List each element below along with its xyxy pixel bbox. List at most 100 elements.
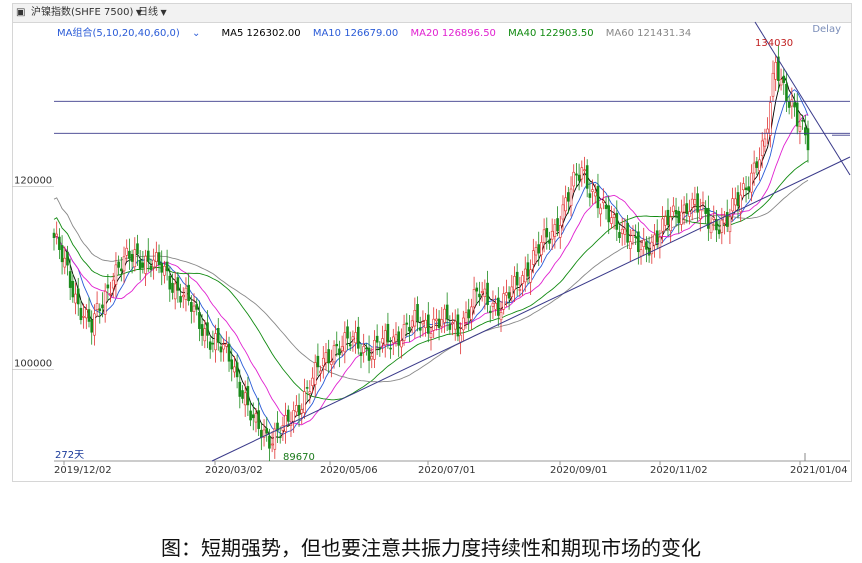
candle-body [359,352,363,356]
candle-body [540,242,543,256]
day-count-label: 272天 [55,450,84,461]
candle-body [521,275,524,284]
candle-body [284,414,287,432]
candle-body [593,192,597,197]
candle-body [303,391,306,413]
candle-body [747,186,751,191]
candle-body [402,324,406,341]
candle-body [548,239,551,244]
candle-body [338,348,341,356]
candle-body [478,293,481,298]
x-tick-label: 2019/12/02 [54,465,112,476]
candle-body [128,250,131,259]
candle-body [591,189,594,192]
candle-body [330,361,333,365]
candle-body [672,205,675,212]
candle-body [427,314,430,334]
candle-body [470,306,473,320]
candle-body [602,200,605,204]
candle-body [103,290,107,315]
candle-body [677,210,681,224]
candle-body [435,318,438,322]
candle-body [410,320,414,328]
candle-body [424,319,427,329]
candle-body [704,208,707,214]
candle-body [71,280,75,298]
candle-body [111,279,115,289]
candle-body [564,197,567,212]
candle-body [300,409,304,414]
candle-body [152,259,155,268]
candle-body [798,125,802,132]
candle-body [669,216,672,231]
candle-body [658,236,662,248]
candle-body [297,405,301,415]
candle-body [628,241,632,249]
candle-body [685,203,689,214]
candle-body [534,247,538,256]
candle-body [620,228,624,234]
candle-body [577,174,581,181]
candle-body [682,204,686,213]
candle-body [688,211,691,217]
candle-body [405,322,409,325]
candle-body [354,332,357,344]
candle-body [141,262,145,268]
candle-body [391,336,395,344]
candle-body [101,304,104,309]
candle-body [499,312,503,321]
candle-body [351,336,355,340]
chart-panel[interactable]: ▣ 沪镍指数(SHFE 7500) ▼ 日线 ▼ MA组合(5,10,20,40… [12,3,852,482]
candle-body [262,429,266,438]
ma-group-selector[interactable]: MA组合(5,10,20,40,60,0) ⌄ [57,28,209,39]
candle-body [286,409,290,422]
candle-body [510,286,514,298]
candle-body [198,312,201,329]
candle-body [607,205,611,223]
candle-body [225,343,228,347]
candle-body [93,313,96,336]
candle-body [211,342,215,345]
candle-body [383,330,387,346]
candle-body [270,443,274,446]
candle-body [346,326,349,339]
candle-body [440,319,444,327]
candle-body [90,319,93,333]
candle-body [432,318,435,331]
candle-body [106,284,110,289]
ma-group-label: MA组合(5,10,20,40,60,0) [57,28,180,39]
candle-body [122,256,126,272]
candle-body [750,172,753,193]
candle-body [763,138,767,147]
candle-body [507,292,511,299]
candle-body [365,347,368,350]
candle-body [173,283,177,300]
candle-body [95,303,99,310]
ma-legend: MA组合(5,10,20,40,60,0) ⌄ MA5 126302.00 MA… [57,24,700,39]
instrument-selector[interactable]: 沪镍指数(SHFE 7500) ▼ [31,4,142,22]
candle-body [462,317,465,331]
candle-body [190,302,193,312]
candle-body [556,218,559,232]
candle-body [680,211,683,225]
candle-body [642,239,646,247]
candle-body [321,357,325,367]
candle-body [529,269,532,283]
candle-body [268,435,271,449]
candle-body [596,186,600,209]
candle-body [367,347,371,361]
candle-body [109,292,112,295]
candle-body [634,236,637,238]
candle-body [707,207,710,229]
candle-body [249,410,252,421]
candle-body [545,228,549,238]
period-selector[interactable]: 日线 ▼ [138,4,167,22]
candle-body [130,254,134,262]
candlestick-chart[interactable]: 100000 120000 2019/12/02 2020/03/02 2020/05/… [0,0,862,480]
candle-body [518,289,522,291]
candle-body [214,333,217,351]
candle-body [483,288,487,297]
candle-body [502,293,506,310]
candle-body [241,390,244,399]
candle-body [464,312,468,323]
